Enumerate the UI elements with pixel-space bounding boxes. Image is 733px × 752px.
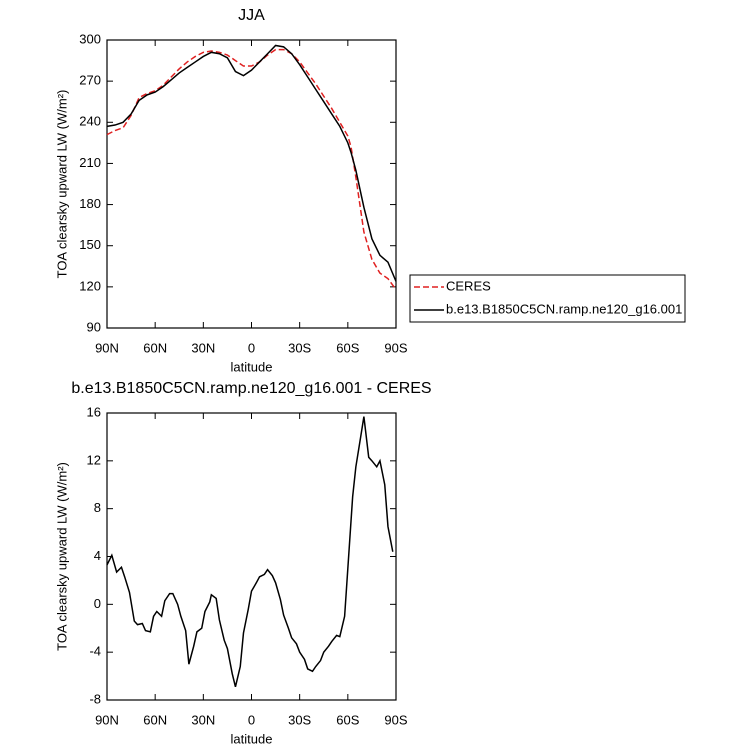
data-line bbox=[106, 48, 397, 291]
y-axis-label: TOA clearsky upward LW (W/m²) bbox=[54, 90, 69, 279]
x-tick-label: 90S bbox=[384, 340, 407, 355]
plot-frame bbox=[106, 412, 397, 701]
x-tick-label: 0 bbox=[248, 712, 255, 727]
y-tick-label: 210 bbox=[79, 155, 101, 170]
data-line bbox=[106, 416, 394, 688]
y-tick-label: 12 bbox=[87, 452, 101, 467]
data-line bbox=[106, 44, 397, 282]
y-tick-label: 240 bbox=[79, 114, 101, 129]
y-tick-label: 4 bbox=[94, 548, 101, 563]
x-tick-label: 60S bbox=[336, 340, 359, 355]
y-tick-label: 0 bbox=[94, 596, 101, 611]
y-tick-label: 180 bbox=[79, 196, 101, 211]
x-axis-label: latitude bbox=[231, 731, 273, 746]
x-tick-label: 60N bbox=[143, 340, 167, 355]
y-tick-label: 270 bbox=[79, 73, 101, 88]
chart-title: b.e13.B1850C5CN.ramp.ne120_g16.001 - CER… bbox=[71, 380, 431, 397]
x-tick-label: 30N bbox=[191, 340, 215, 355]
x-tick-label: 0 bbox=[248, 340, 255, 355]
y-tick-label: -4 bbox=[89, 644, 101, 659]
x-tick-label: 90N bbox=[95, 340, 119, 355]
x-tick-label: 30N bbox=[191, 712, 215, 727]
x-axis-label: latitude bbox=[231, 359, 273, 374]
legend-label: b.e13.B1850C5CN.ramp.ne120_g16.001 bbox=[446, 301, 682, 316]
x-tick-label: 60N bbox=[143, 712, 167, 727]
chart-title: JJA bbox=[238, 7, 265, 24]
x-tick-label: 90N bbox=[95, 712, 119, 727]
y-axis-label: TOA clearsky upward LW (W/m²) bbox=[54, 462, 69, 651]
x-tick-label: 30S bbox=[288, 340, 311, 355]
y-tick-label: 300 bbox=[79, 31, 101, 46]
x-tick-label: 60S bbox=[336, 712, 359, 727]
y-tick-label: 120 bbox=[79, 278, 101, 293]
y-tick-label: -8 bbox=[89, 691, 101, 706]
legend-label: CERES bbox=[446, 278, 491, 293]
y-tick-label: 150 bbox=[79, 237, 101, 252]
legend-box bbox=[409, 274, 686, 323]
x-tick-label: 30S bbox=[288, 712, 311, 727]
plot-frame bbox=[106, 39, 397, 329]
x-tick-label: 90S bbox=[384, 712, 407, 727]
y-tick-label: 90 bbox=[87, 319, 101, 334]
y-tick-label: 16 bbox=[87, 404, 101, 419]
y-tick-label: 8 bbox=[94, 500, 101, 515]
